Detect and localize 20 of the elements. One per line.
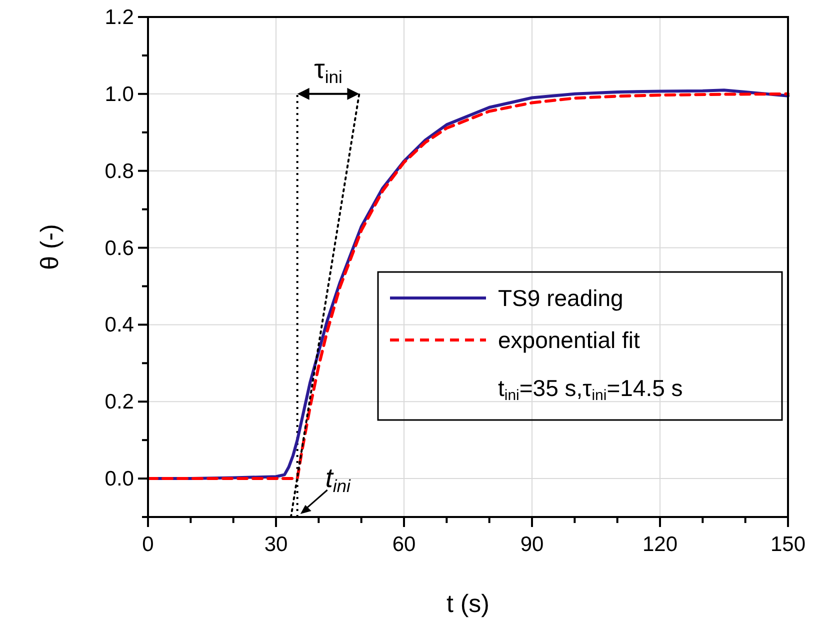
annotation: t$_{ini}$=35 s,τ$_{ini}$=14.5 s — [498, 375, 683, 404]
x-tick-label: 0 — [142, 533, 154, 556]
annotation: τ$_{ini}$ — [314, 54, 342, 86]
x-tick-label: 30 — [264, 533, 288, 556]
y-tick-label: 1.2 — [104, 6, 134, 29]
y-tick-label: 0.0 — [104, 468, 134, 491]
y-tick-label: 0.4 — [104, 314, 134, 337]
y-tick-label: 0.2 — [104, 390, 134, 414]
x-tick-label: 90 — [520, 533, 544, 556]
annotation: t$_{ini}$ — [325, 463, 352, 496]
x-tick-label: 120 — [642, 533, 678, 556]
y-tick-label: 0.6 — [104, 236, 134, 260]
x-tick-label: 150 — [770, 533, 806, 556]
y-axis-title: θ (-) — [36, 224, 64, 270]
x-tick-label: 60 — [392, 533, 416, 556]
x-axis-title: t (s) — [446, 590, 490, 618]
y-tick-label: 1.0 — [104, 82, 134, 106]
legend-label: TS9 reading — [498, 285, 624, 311]
legend-label: exponential fit — [498, 327, 641, 353]
y-tick-label: 0.8 — [104, 160, 134, 183]
